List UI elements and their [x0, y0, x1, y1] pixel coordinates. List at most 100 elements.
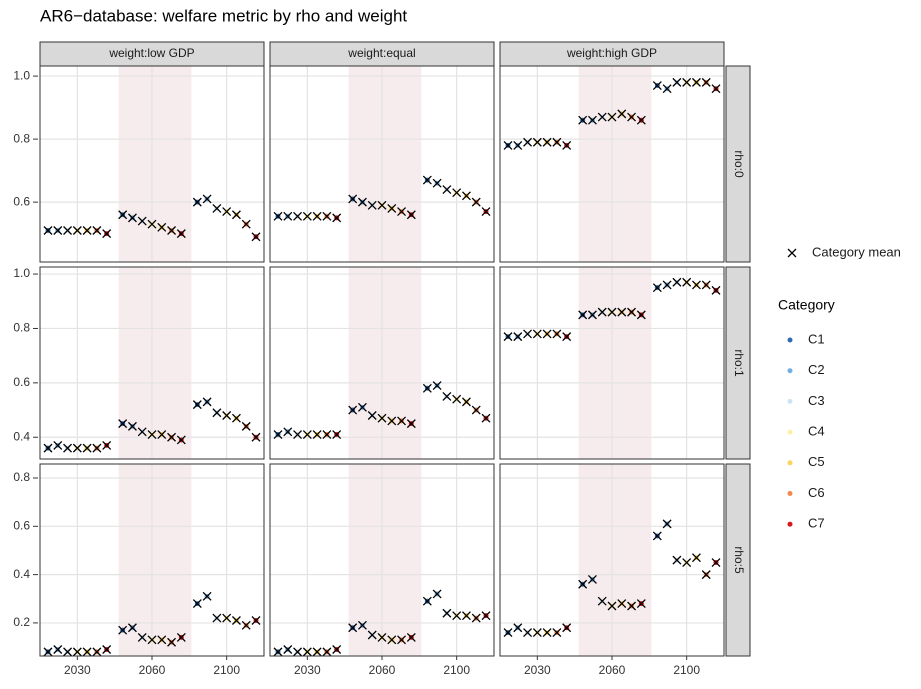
highlight-band	[348, 267, 422, 459]
y-tick-label: 1.0	[13, 266, 30, 280]
mean-marker	[481, 611, 491, 621]
legend-label: C1	[808, 331, 825, 346]
mean-marker	[471, 197, 481, 207]
mean-marker	[357, 197, 367, 207]
mean-marker	[523, 137, 533, 147]
mean-marker	[691, 77, 701, 87]
legend-label: C4	[808, 424, 825, 439]
legend-label: C5	[808, 454, 825, 469]
mean-marker	[607, 601, 617, 611]
mean-marker	[406, 632, 416, 642]
chart-title: AR6−database: welfare metric by rho and …	[40, 6, 407, 25]
facet-label: rho:1	[732, 349, 746, 377]
mean-marker	[251, 232, 261, 242]
mean-marker	[212, 408, 222, 418]
mean-marker	[461, 611, 471, 621]
mean-marker	[82, 226, 92, 235]
facet-label: weight:equal	[347, 46, 415, 60]
legend-label: C6	[808, 485, 825, 500]
mean-marker	[202, 194, 212, 204]
mean-marker	[387, 203, 397, 213]
x-tick-label: 2100	[443, 663, 470, 677]
y-tick-label: 0.8	[13, 321, 30, 335]
y-tick-label: 0.4	[13, 567, 30, 581]
mean-marker	[532, 628, 542, 638]
mean-marker	[157, 222, 167, 232]
mean-marker	[578, 115, 588, 125]
facet-label: rho:0	[732, 150, 746, 178]
mean-marker	[471, 405, 481, 415]
mean-marker	[711, 84, 721, 94]
mean-marker	[43, 226, 53, 235]
legend-swatch	[787, 429, 793, 435]
mean-marker	[432, 589, 442, 599]
mean-marker	[513, 623, 523, 633]
mean-marker	[367, 411, 377, 420]
mean-marker	[552, 329, 562, 339]
mean-marker	[332, 430, 342, 439]
mean-marker	[92, 647, 102, 657]
mean-marker	[578, 579, 588, 589]
mean-marker	[481, 413, 491, 423]
mean-marker	[176, 632, 186, 642]
legend-label: C7	[808, 516, 825, 531]
mean-marker	[273, 647, 283, 657]
mean-marker	[578, 310, 588, 320]
x-tick-label: 2030	[524, 663, 551, 677]
legend-mean-symbol	[787, 248, 797, 258]
mean-marker	[251, 432, 261, 442]
mean-marker	[43, 647, 53, 657]
mean-marker	[523, 628, 533, 638]
mean-marker	[597, 112, 607, 122]
facet-strip	[269, 41, 495, 67]
mean-marker	[562, 140, 572, 150]
mean-marker	[357, 402, 367, 412]
mean-marker	[711, 558, 721, 567]
x-tick-label: 2060	[369, 663, 396, 677]
mean-marker	[652, 531, 662, 541]
mean-marker	[617, 307, 627, 317]
mean-marker	[682, 277, 692, 287]
mean-marker	[147, 635, 157, 645]
mean-marker	[627, 307, 637, 317]
mean-marker	[452, 611, 462, 621]
mean-marker	[72, 647, 82, 657]
mean-marker	[118, 625, 128, 635]
y-tick-label: 0.6	[13, 194, 30, 208]
x-tick-label: 2100	[213, 663, 240, 677]
mean-marker	[397, 416, 407, 426]
mean-marker	[127, 213, 137, 223]
mean-marker	[212, 203, 222, 213]
mean-marker	[302, 647, 312, 657]
mean-marker	[682, 558, 692, 567]
facet-strip	[725, 463, 751, 657]
mean-marker	[293, 211, 303, 221]
mean-marker	[672, 77, 682, 87]
panel-border	[499, 266, 725, 460]
x-tick-label: 2030	[294, 663, 321, 677]
legend-swatch	[787, 521, 793, 527]
mean-marker	[322, 430, 332, 439]
mean-marker	[471, 613, 481, 623]
mean-marker	[406, 210, 416, 220]
mean-marker	[241, 421, 251, 431]
mean-marker	[542, 628, 552, 638]
mean-marker	[711, 285, 721, 295]
mean-marker	[322, 211, 332, 221]
facet-strip	[39, 41, 265, 67]
x-tick-label: 2060	[599, 663, 626, 677]
mean-marker	[532, 137, 542, 147]
mean-marker	[53, 226, 63, 235]
mean-marker	[587, 115, 597, 125]
mean-marker	[273, 211, 283, 221]
legend-label: C3	[808, 393, 825, 408]
mean-marker	[157, 635, 167, 645]
mean-marker	[127, 623, 137, 633]
mean-marker	[202, 591, 212, 601]
panel-border	[499, 65, 725, 263]
mean-marker	[406, 419, 416, 429]
mean-marker	[231, 413, 241, 423]
mean-marker	[513, 140, 523, 150]
mean-marker	[452, 394, 462, 404]
mean-marker	[118, 419, 128, 429]
